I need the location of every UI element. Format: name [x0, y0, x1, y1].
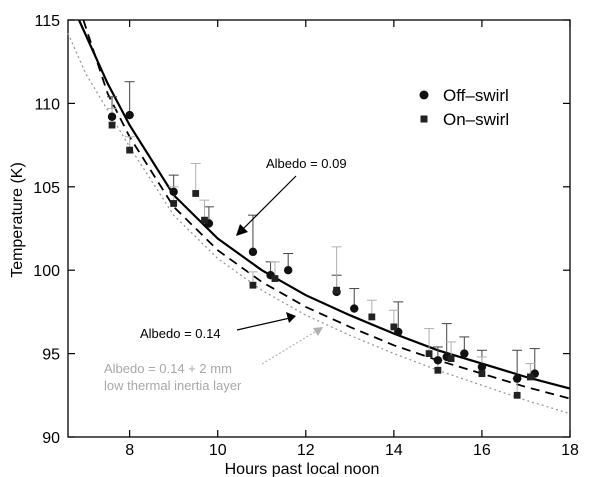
off-swirl-point — [283, 266, 293, 275]
y-tick-label: 115 — [34, 13, 60, 30]
annotation-arrow-0-09 — [239, 175, 297, 233]
on-swirl-point — [478, 370, 486, 378]
legend-label-on-swirl: On–swirl — [443, 110, 509, 129]
curve-albedo-0-14 — [82, 19, 571, 400]
on-swirl-point — [108, 121, 116, 129]
y-tick-label: 100 — [33, 263, 60, 280]
on-swirl-point — [192, 190, 200, 197]
plot-frame — [67, 19, 571, 438]
y-tick-label: 90 — [42, 430, 60, 447]
annotation-albedo-0-09: Albedo = 0.09 — [266, 156, 347, 171]
y-tick-label: 110 — [34, 96, 60, 113]
on-swirl-point — [333, 286, 341, 294]
annotation-albedo-0-14: Albedo = 0.14 — [140, 326, 221, 341]
x-tick-label: 14 — [385, 442, 403, 459]
on-swirl-point — [201, 216, 208, 224]
on-swirl-point — [126, 146, 134, 154]
on-swirl-point — [513, 391, 521, 399]
off-swirl-point — [107, 112, 117, 121]
x-axis-title: Hours past local noon — [225, 461, 380, 477]
x-tick-label: 10 — [209, 442, 227, 459]
on-swirl-point — [368, 313, 376, 321]
off-swirl-point — [248, 247, 258, 257]
legend-marker-on-swirl — [420, 115, 428, 123]
x-tick-label: 12 — [297, 442, 315, 459]
annotation-arrowhead-0-09 — [236, 224, 248, 236]
annotation-arrow-0-14 — [236, 317, 291, 331]
annotation-arrowhead-layer — [313, 327, 323, 336]
off-swirl-point — [477, 362, 487, 372]
on-swirl-point — [447, 355, 455, 363]
legend-label-off-swirl: Off–swirl — [443, 86, 509, 105]
y-axis-title: Temperature (K) — [9, 162, 26, 278]
annotation-arrowhead-0-14 — [286, 312, 296, 323]
on-swirl-point — [434, 366, 442, 374]
on-swirl-point — [170, 200, 178, 207]
annotation-albedo-layer-line1: Albedo = 0.14 + 2 mm — [104, 361, 232, 376]
on-swirl-point — [390, 323, 398, 331]
off-swirl-point — [125, 110, 134, 120]
annotation-albedo-layer-line2: low thermal inertia layer — [104, 378, 242, 393]
x-tick-label: 18 — [561, 442, 579, 459]
on-swirl-point — [526, 373, 534, 381]
on-swirl-point — [271, 275, 279, 282]
annotation-arrow-layer — [261, 329, 319, 365]
y-tick-label: 95 — [42, 347, 60, 364]
x-tick-label: 8 — [125, 442, 134, 459]
legend-marker-off-swirl — [419, 90, 429, 100]
off-swirl-point — [350, 304, 359, 313]
y-tick-label: 105 — [33, 180, 60, 197]
on-swirl-point — [425, 350, 433, 357]
x-tick-label: 16 — [473, 442, 491, 459]
off-swirl-point — [460, 349, 469, 358]
off-swirl-point — [433, 356, 443, 365]
off-swirl-point — [169, 187, 178, 197]
off-swirl-point — [512, 374, 522, 383]
on-swirl-point — [249, 281, 257, 289]
